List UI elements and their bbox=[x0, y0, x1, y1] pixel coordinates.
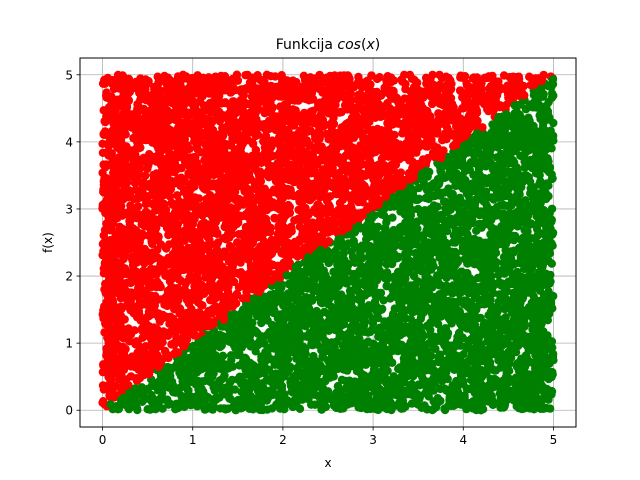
point-red bbox=[120, 315, 129, 324]
point-green bbox=[337, 375, 347, 384]
point-green bbox=[312, 283, 321, 292]
point-red bbox=[380, 161, 389, 170]
point-red bbox=[434, 109, 443, 118]
scatter-points bbox=[98, 70, 558, 415]
point-red bbox=[340, 101, 350, 110]
point-red bbox=[295, 222, 305, 231]
point-red bbox=[375, 73, 384, 82]
point-red bbox=[165, 192, 175, 201]
point-red bbox=[337, 107, 346, 117]
point-red bbox=[354, 72, 363, 82]
point-green bbox=[382, 275, 392, 284]
